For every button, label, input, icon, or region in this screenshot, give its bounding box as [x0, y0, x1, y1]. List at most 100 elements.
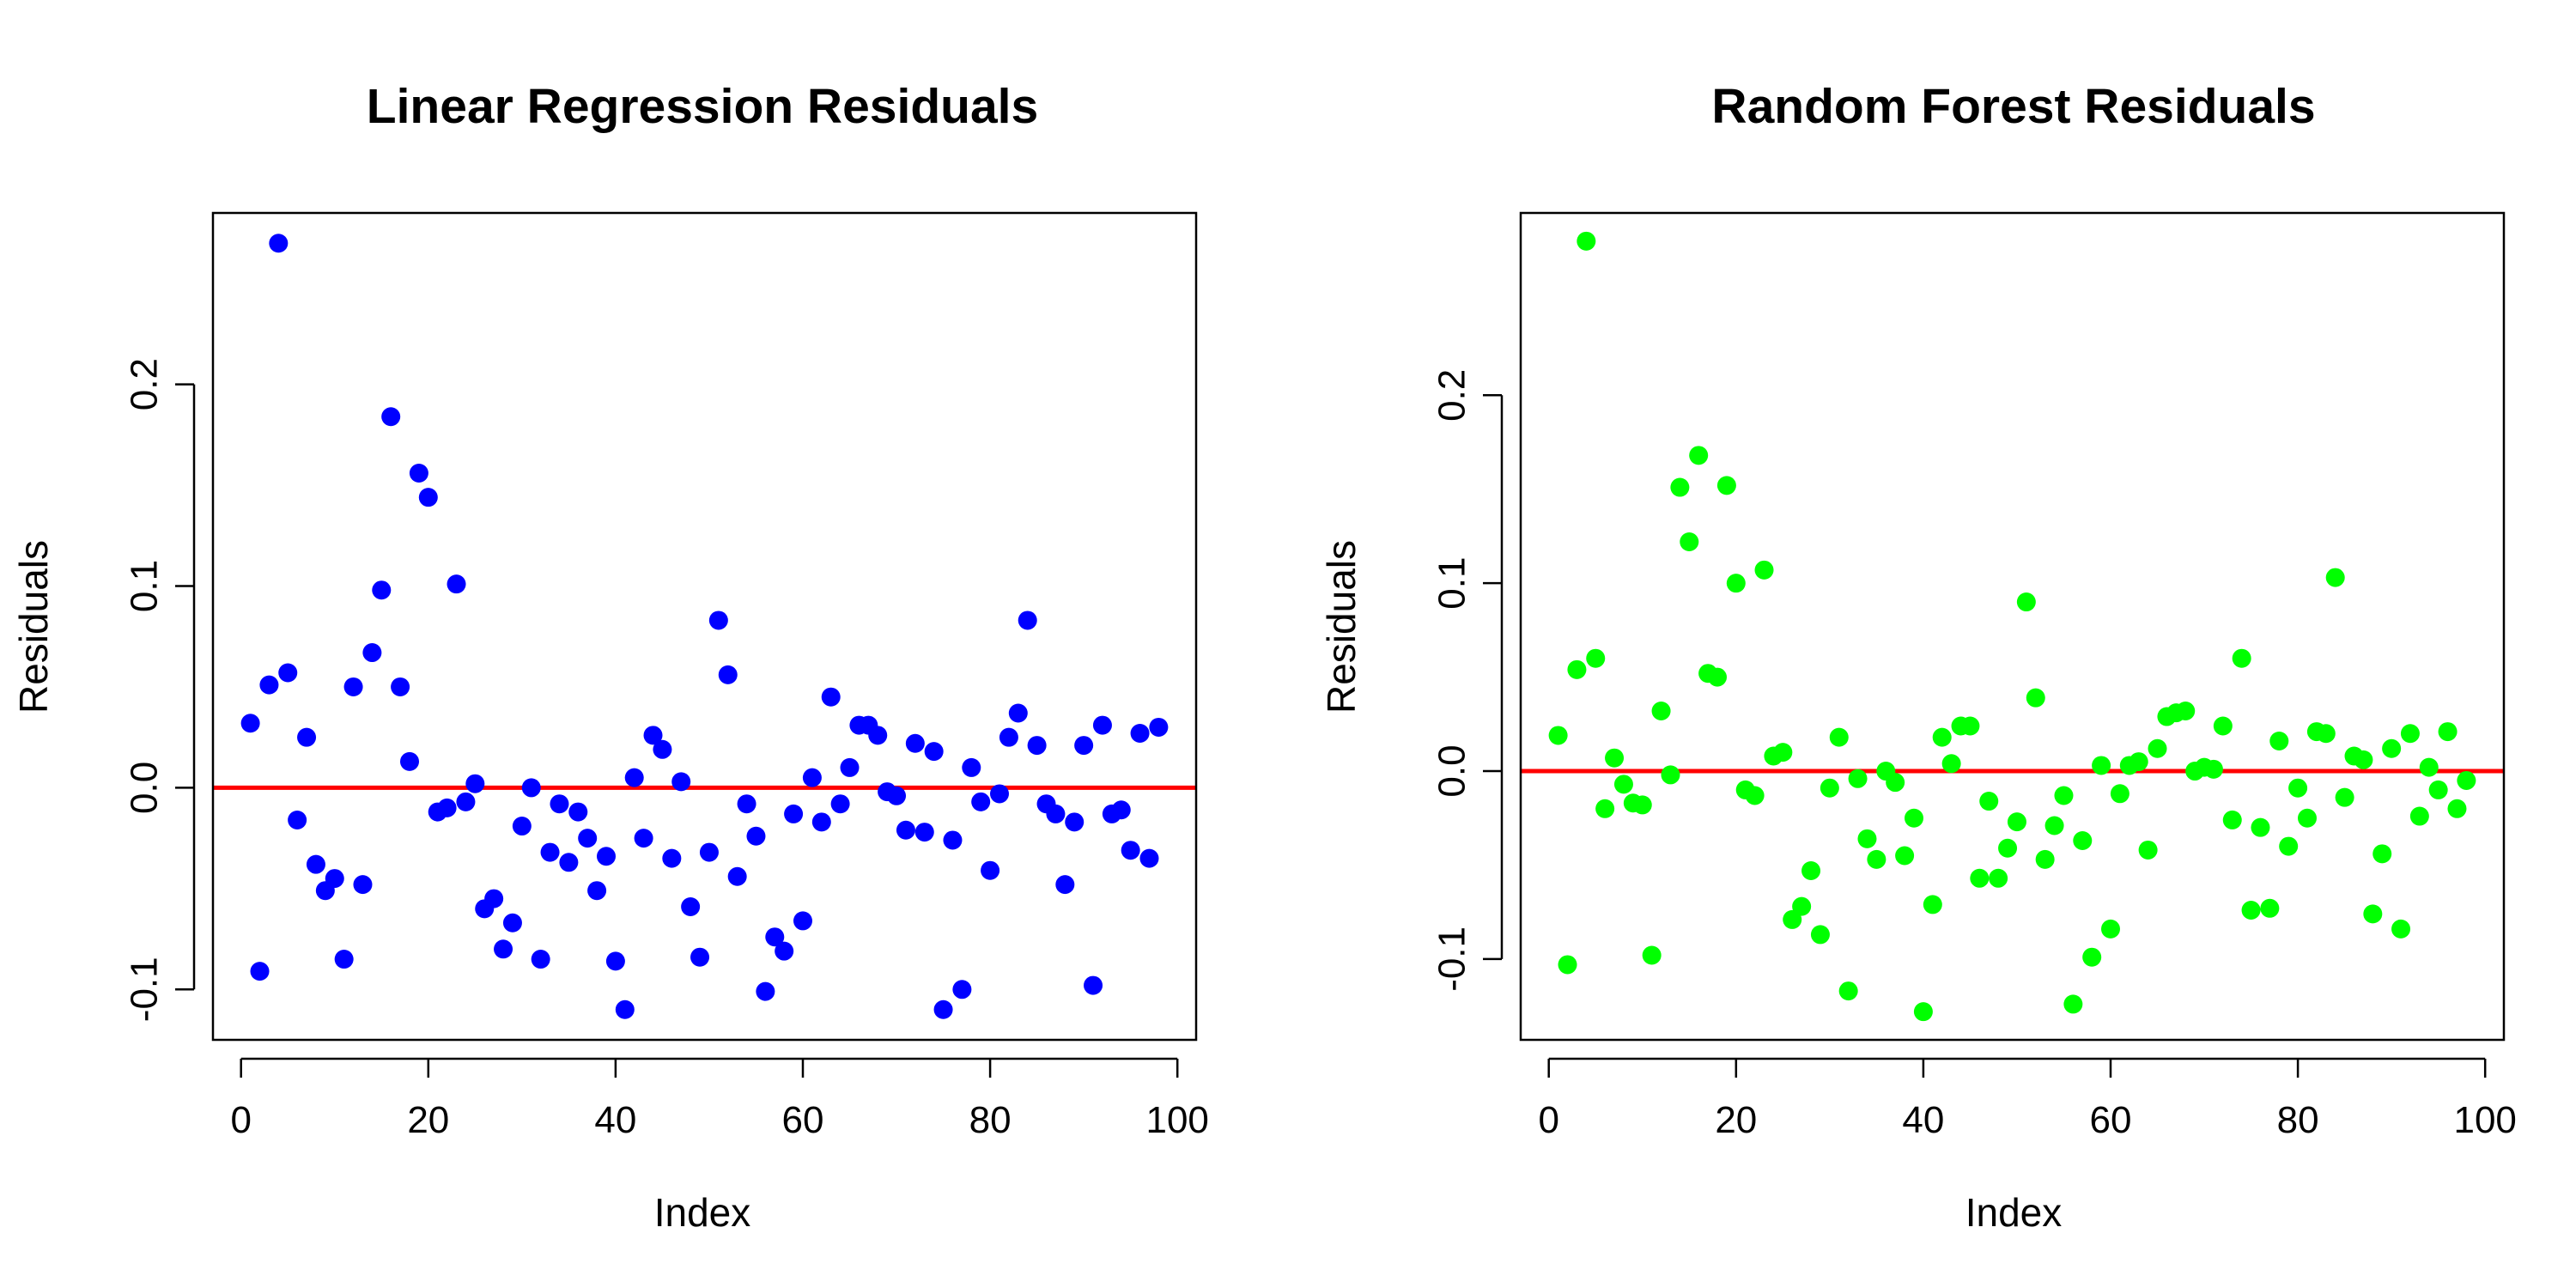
data-point	[2400, 724, 2420, 744]
data-point	[512, 817, 532, 836]
data-point	[643, 726, 663, 745]
data-point	[690, 947, 710, 967]
data-point	[1979, 792, 1999, 811]
x-tick-label: 40	[594, 1099, 636, 1141]
linear-regression-residuals-panel: Linear Regression Residuals Index Residu…	[11, 79, 1209, 1235]
data-point	[624, 768, 644, 787]
x-axis-label: Index	[654, 1190, 751, 1235]
data-point	[981, 860, 1000, 880]
data-point	[578, 829, 598, 848]
y-tick-label: 0.2	[124, 358, 166, 410]
data-point	[2316, 724, 2336, 744]
data-point	[325, 869, 344, 889]
data-point	[2232, 648, 2251, 668]
data-point	[905, 733, 925, 753]
data-point	[1084, 975, 1103, 995]
data-point	[1130, 723, 1150, 743]
data-point	[1586, 648, 1606, 668]
data-point	[2026, 688, 2045, 708]
data-point	[933, 999, 953, 1019]
x-tick-label: 20	[1715, 1099, 1757, 1141]
data-point	[2260, 898, 2280, 918]
data-point	[2325, 568, 2345, 587]
data-point	[1708, 667, 1727, 687]
data-point	[2148, 738, 2167, 758]
data-point	[2447, 799, 2467, 818]
y-tick-label: -0.1	[124, 957, 166, 1022]
data-point	[1867, 849, 1886, 869]
data-point	[334, 950, 354, 969]
data-point	[2279, 836, 2299, 856]
data-point	[784, 804, 804, 823]
data-point	[2082, 947, 2102, 967]
y-axis-label: Residuals	[1319, 540, 1364, 714]
data-point	[896, 820, 915, 840]
data-point	[737, 794, 756, 814]
data-point	[2409, 806, 2429, 826]
data-point	[718, 665, 738, 684]
data-point	[1008, 703, 1028, 723]
data-point	[1857, 829, 1877, 848]
data-point	[1027, 736, 1047, 756]
data-point	[353, 875, 373, 895]
data-point	[699, 842, 719, 862]
plot-frame	[211, 211, 1198, 1042]
data-point	[681, 896, 701, 916]
data-point	[708, 611, 728, 630]
data-point	[2073, 831, 2093, 851]
data-point	[811, 812, 831, 832]
data-point	[418, 488, 438, 507]
data-point	[2007, 812, 2026, 832]
data-point	[2335, 787, 2354, 807]
data-point	[597, 847, 616, 866]
x-tick-label: 100	[1145, 1099, 1208, 1141]
data-point	[1792, 896, 1812, 916]
data-point	[1773, 743, 1793, 762]
data-point	[2044, 816, 2064, 835]
data-point	[1989, 868, 2008, 888]
data-point	[1074, 736, 1094, 756]
data-point	[550, 794, 569, 814]
data-point	[775, 941, 794, 961]
panel-title: Linear Regression Residuals	[367, 79, 1038, 134]
data-point	[2222, 810, 2242, 829]
data-point	[2251, 817, 2270, 837]
data-point	[1567, 659, 1587, 679]
data-point	[1960, 716, 1980, 736]
data-point	[999, 727, 1018, 747]
data-point	[2438, 722, 2458, 742]
data-point	[821, 687, 841, 707]
data-point	[1745, 786, 1765, 805]
data-point	[2063, 994, 2083, 1014]
data-point	[1577, 231, 1596, 251]
data-point	[2428, 780, 2448, 799]
data-point	[278, 663, 298, 683]
data-point	[952, 980, 972, 999]
data-point	[1886, 773, 1905, 793]
data-point	[1838, 981, 1858, 1001]
data-point	[2241, 900, 2261, 920]
data-point	[456, 792, 476, 811]
data-point	[962, 757, 981, 777]
data-point	[1905, 808, 1923, 828]
data-point	[297, 727, 317, 747]
data-point	[1632, 795, 1652, 815]
data-point	[250, 962, 270, 981]
data-point	[2203, 759, 2223, 779]
data-point	[1801, 861, 1821, 881]
data-point	[484, 889, 504, 908]
data-point	[1754, 560, 1774, 580]
data-point	[1913, 1002, 1933, 1022]
data-point	[2382, 738, 2402, 758]
plot-area: 0 20 40 60 80 100 -0.1 0.0 0.1 0.2	[124, 211, 1209, 1141]
data-point	[1689, 446, 1709, 465]
data-point	[868, 726, 888, 745]
x-tick-label: 80	[2277, 1099, 2319, 1141]
x-tick-label: 20	[407, 1099, 449, 1141]
data-point	[2110, 784, 2129, 804]
y-tick-label: 0.2	[1431, 369, 1473, 422]
data-point	[437, 798, 457, 817]
data-point	[1055, 875, 1075, 895]
data-point	[1642, 945, 1662, 965]
